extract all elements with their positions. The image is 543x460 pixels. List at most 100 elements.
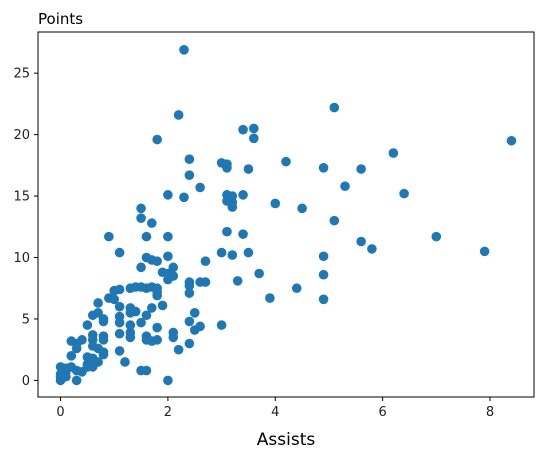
data-point <box>222 162 232 173</box>
data-point <box>163 274 173 285</box>
data-point <box>506 135 517 146</box>
data-point <box>195 321 205 332</box>
x-axis-title: Assists <box>257 430 316 450</box>
data-point <box>82 320 93 330</box>
y-tick-label: 15 <box>13 190 30 205</box>
data-point <box>254 268 264 279</box>
data-point <box>265 293 275 303</box>
data-point <box>136 262 146 273</box>
data-point <box>114 328 125 339</box>
data-point <box>163 231 173 242</box>
x-tick-label: 8 <box>486 405 494 420</box>
data-point <box>157 300 168 311</box>
data-point <box>136 203 146 214</box>
data-point <box>431 231 442 242</box>
data-point <box>297 203 307 214</box>
data-point <box>55 375 66 386</box>
data-point <box>163 190 173 200</box>
data-point <box>184 170 195 180</box>
plot-frame <box>37 31 535 398</box>
data-point <box>184 280 195 291</box>
data-point <box>195 182 205 193</box>
data-point <box>248 123 259 134</box>
data-point <box>479 246 490 257</box>
data-point <box>152 322 162 333</box>
y-tick-label: 25 <box>13 67 30 82</box>
data-point <box>93 298 103 308</box>
data-point <box>318 162 329 173</box>
data-point <box>222 226 232 237</box>
data-point <box>184 316 195 327</box>
data-point <box>329 215 340 226</box>
data-point <box>318 294 329 305</box>
data-point <box>98 349 109 360</box>
y-tick-label: 20 <box>13 128 30 143</box>
data-point <box>248 133 259 144</box>
data-point <box>173 344 184 355</box>
data-point <box>82 362 93 372</box>
data-point <box>130 306 141 317</box>
data-point <box>184 288 195 298</box>
data-point <box>238 124 248 135</box>
data-point <box>141 231 152 242</box>
data-point <box>238 229 248 239</box>
data-point <box>356 164 366 174</box>
data-point <box>152 134 162 145</box>
y-tick-label: 0 <box>22 374 30 389</box>
data-point <box>114 284 125 295</box>
data-point <box>318 269 329 280</box>
data-point <box>125 332 136 343</box>
data-point <box>125 320 136 330</box>
data-point <box>141 310 152 321</box>
data-point <box>136 317 146 328</box>
data-point <box>66 351 77 361</box>
data-point <box>388 148 399 158</box>
data-point <box>120 357 130 367</box>
data-point <box>216 247 227 258</box>
data-point <box>173 110 184 120</box>
data-point <box>87 330 98 340</box>
data-point <box>114 247 125 258</box>
data-point <box>147 303 157 313</box>
x-tick-label: 4 <box>271 405 279 420</box>
data-point <box>367 244 377 254</box>
data-point <box>227 250 238 260</box>
data-point <box>189 308 200 318</box>
data-point <box>71 343 82 354</box>
data-point <box>340 181 350 192</box>
data-point <box>179 45 189 55</box>
data-point <box>232 276 243 286</box>
x-tick-label: 6 <box>378 405 386 420</box>
data-point <box>356 236 366 247</box>
data-point <box>136 213 146 223</box>
data-point <box>227 202 238 212</box>
data-point <box>109 294 120 305</box>
data-point <box>399 188 409 199</box>
data-point <box>184 154 195 164</box>
data-point <box>141 365 152 376</box>
chart-title: Points <box>38 10 83 28</box>
data-point <box>98 335 109 345</box>
data-point <box>270 198 281 209</box>
data-point <box>243 247 254 258</box>
data-point <box>114 346 125 356</box>
data-point <box>200 277 211 287</box>
data-point <box>147 218 157 228</box>
data-point <box>71 375 82 386</box>
data-point <box>243 164 254 174</box>
axis-ticks: 0 2 4 6 8 0 5 10 15 20 25 <box>13 67 494 420</box>
data-point <box>179 192 189 203</box>
data-point <box>281 156 291 167</box>
data-point <box>238 190 248 200</box>
data-point <box>114 317 125 328</box>
x-tick-label: 2 <box>164 405 172 420</box>
data-point <box>152 335 162 345</box>
data-point <box>168 332 179 343</box>
data-point <box>104 231 114 242</box>
data-point <box>200 256 211 267</box>
data-point <box>152 256 162 267</box>
data-point <box>216 320 227 330</box>
data-point <box>87 310 98 321</box>
data-point <box>152 290 162 301</box>
